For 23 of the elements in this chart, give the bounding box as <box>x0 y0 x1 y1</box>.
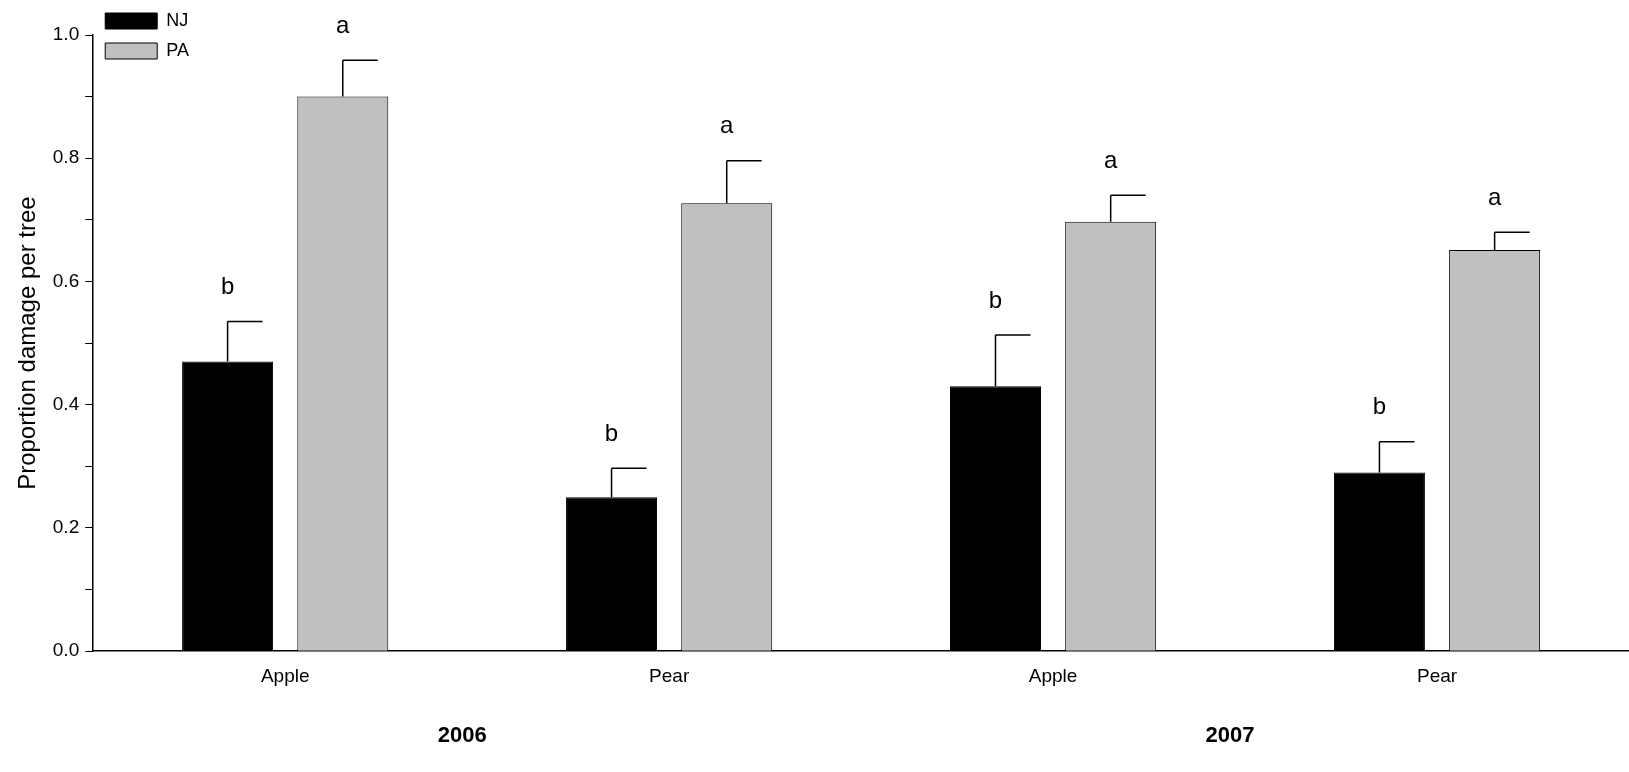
data-label: b <box>988 285 1003 313</box>
y-tick-label: 0.6 <box>52 269 80 291</box>
legend-label: NJ <box>166 9 189 30</box>
x-tick-label: Pear <box>649 664 690 686</box>
y-tick-label: 0.4 <box>52 392 80 414</box>
y-tick-label: 0.8 <box>52 146 80 168</box>
text: 2007 <box>1205 722 1255 748</box>
data-label: a <box>336 10 351 38</box>
x-tick-label: Pear <box>1416 664 1458 686</box>
x-tick-label: Apple <box>260 664 310 686</box>
y-axis-title: Proportion damage per tree <box>13 196 41 490</box>
legend-label: PA <box>166 39 189 60</box>
y-tick-label: 0.2 <box>52 516 80 538</box>
data-label: a <box>1487 182 1502 210</box>
text: 2006 <box>437 722 487 748</box>
data-label: a <box>1103 145 1118 173</box>
y-tick-label: 0.0 <box>52 639 80 661</box>
data-label: a <box>720 111 735 139</box>
y-tick-label: 1.0 <box>52 23 80 45</box>
data-label: b <box>1372 392 1387 420</box>
data-label: b <box>220 272 235 300</box>
data-label: b <box>604 418 619 446</box>
x-tick-label: Apple <box>1028 664 1078 686</box>
